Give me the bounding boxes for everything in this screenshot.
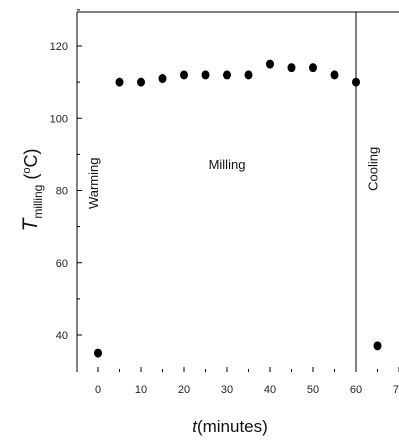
y-tick-label: 100: [50, 113, 68, 125]
y-axis-unit-degree: o: [21, 168, 33, 174]
y-axis-subscript: milling: [31, 185, 45, 219]
data-points: [94, 59, 382, 358]
y-axis-unit-rest: C): [21, 149, 41, 168]
x-axis-symbol: t: [192, 417, 198, 436]
data-point: [352, 77, 360, 87]
x-tick-label: 30: [221, 384, 233, 396]
y-ticks: 40 60 80 100 120: [50, 9, 82, 342]
x-tick-label: 70: [393, 384, 399, 396]
x-tick-label: 20: [178, 384, 190, 396]
data-point: [94, 348, 102, 358]
data-point: [223, 70, 231, 80]
y-tick-label: 80: [56, 186, 68, 198]
data-point: [266, 59, 274, 69]
y-axis-title: Tmilling (oC): [19, 149, 45, 232]
data-point: [244, 70, 253, 80]
region-label: Milling: [209, 157, 246, 172]
data-point: [309, 63, 317, 73]
data-point: [115, 77, 124, 87]
x-ticks: 0 10 20 30 40 50 60 70: [95, 367, 399, 396]
y-axis-symbol: T: [19, 216, 42, 231]
x-axis-unit: (minutes): [197, 417, 268, 436]
y-tick-label: 40: [56, 330, 68, 342]
x-tick-label: 50: [307, 384, 319, 396]
data-point: [158, 74, 167, 84]
x-tick-label: 40: [264, 384, 276, 396]
region-labels: Warming Milling Cooling: [86, 147, 381, 209]
x-tick-label: 60: [350, 384, 362, 396]
region-label: Cooling: [366, 147, 381, 191]
data-point: [287, 63, 296, 73]
plot-frame: [76, 11, 399, 372]
y-tick-label: 120: [50, 41, 68, 53]
region-label: Warming: [86, 158, 101, 210]
data-point: [330, 70, 339, 80]
data-point: [137, 77, 145, 87]
x-tick-label: 0: [95, 384, 101, 396]
data-point: [373, 341, 382, 351]
x-axis-title: t(minutes): [192, 417, 268, 436]
y-axis-unit-open: (: [21, 174, 41, 185]
data-point: [180, 70, 188, 80]
x-tick-label: 10: [135, 384, 147, 396]
data-point: [201, 70, 210, 80]
y-tick-label: 60: [56, 258, 68, 270]
